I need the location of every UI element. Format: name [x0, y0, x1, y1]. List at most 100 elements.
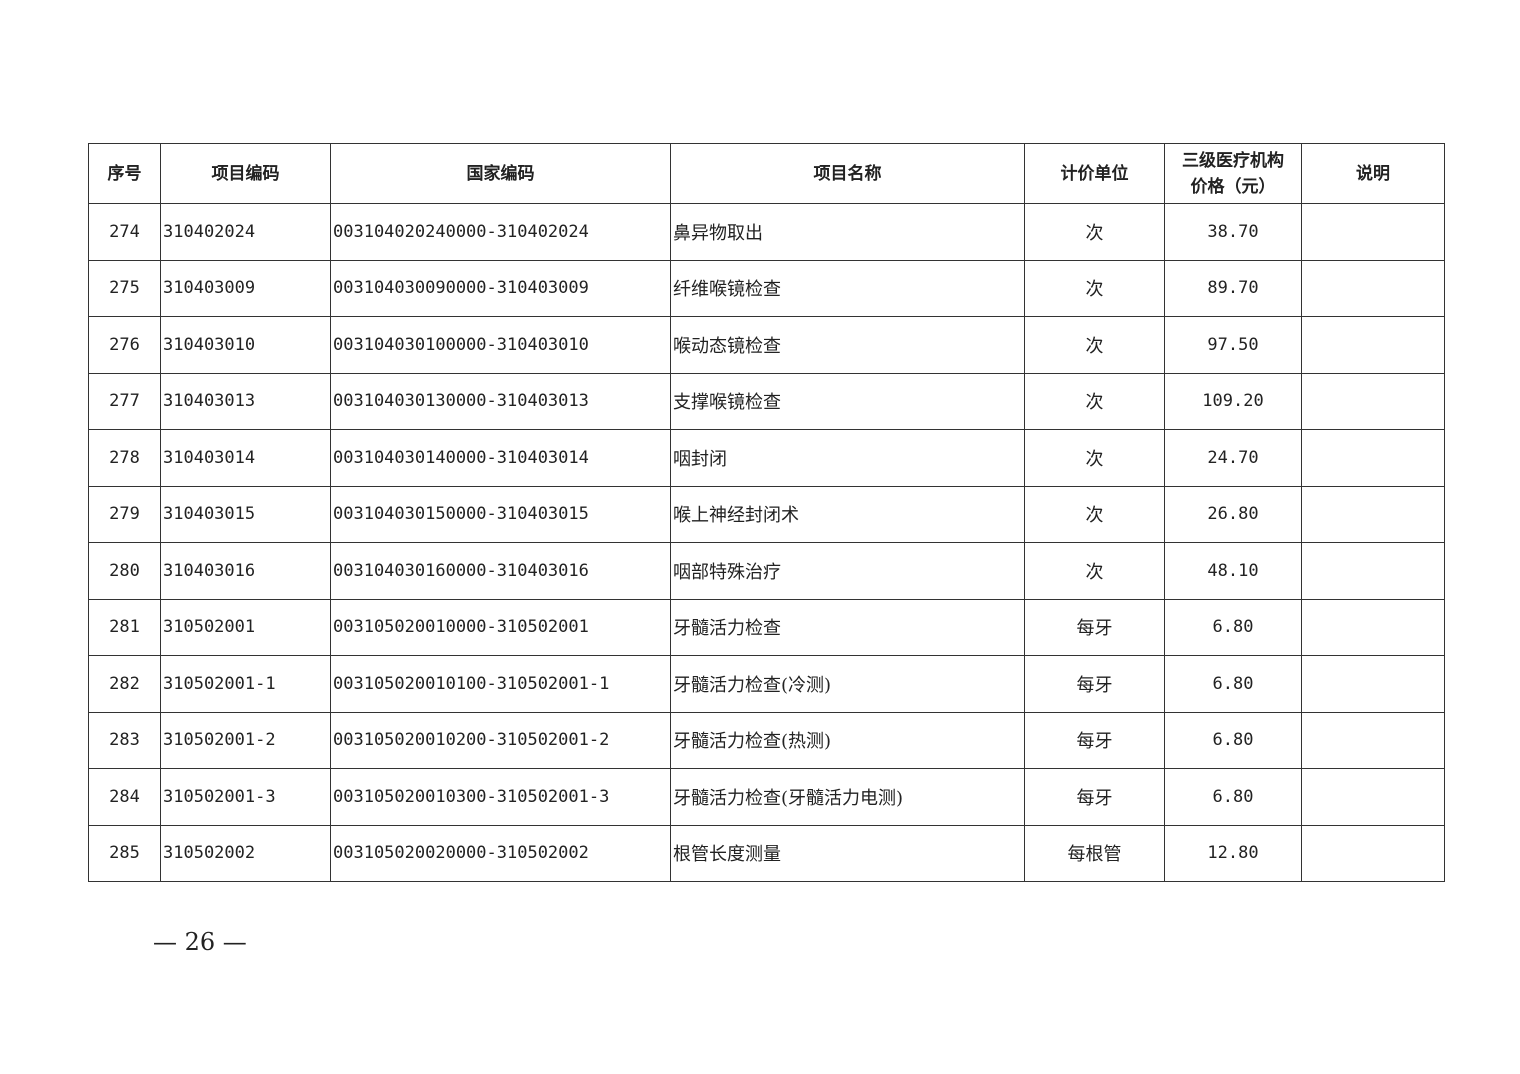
cell-index: 274: [88, 203, 161, 261]
cell-index: 284: [88, 768, 161, 826]
cell-index: 285: [88, 824, 161, 882]
cell-item-code: 310403013: [160, 372, 331, 430]
cell-national-code: 003105020010100-310502001-1: [330, 655, 671, 713]
table-row: 278 310403014 003104030140000-310403014 咽封闭…: [88, 429, 1445, 487]
cell-notes: [1301, 824, 1445, 882]
table-row: 283 310502001-2 003105020010200-310502001-…: [88, 711, 1445, 769]
header-price-line2: 价格（元）: [1190, 176, 1276, 197]
cell-national-code: 003104030150000-310403015: [330, 485, 671, 543]
cell-unit: 每牙: [1024, 711, 1165, 769]
cell-unit: 每牙: [1024, 598, 1165, 656]
cell-unit: 每牙: [1024, 768, 1165, 826]
cell-item-code: 310502001-2: [160, 711, 331, 769]
cell-item-code: 310502002: [160, 824, 331, 882]
cell-notes: [1301, 259, 1445, 317]
cell-notes: [1301, 711, 1445, 769]
cell-item-code: 310402024: [160, 203, 331, 261]
cell-unit: 次: [1024, 542, 1165, 600]
cell-national-code: 003104030130000-310403013: [330, 372, 671, 430]
header-unit: 计价单位: [1024, 143, 1165, 204]
cell-price: 6.80: [1164, 711, 1302, 769]
cell-item-code: 310502001-3: [160, 768, 331, 826]
table-row: 285 310502002 003105020020000-310502002 根管长…: [88, 824, 1445, 882]
header-item-name: 项目名称: [670, 143, 1025, 204]
header-notes: 说明: [1301, 143, 1445, 204]
header-price: 三级医疗机构 价格（元）: [1164, 143, 1302, 204]
header-item-code: 项目编码: [160, 143, 331, 204]
cell-national-code: 003105020010000-310502001: [330, 598, 671, 656]
table-row: 284 310502001-3 003105020010300-310502001-…: [88, 768, 1445, 826]
cell-unit: 次: [1024, 372, 1165, 430]
cell-notes: [1301, 203, 1445, 261]
cell-index: 281: [88, 598, 161, 656]
table-row: 276 310403010 003104030100000-310403010 喉动态…: [88, 316, 1445, 374]
cell-item-name: 喉上神经封闭术: [670, 485, 1025, 543]
cell-item-code: 310403015: [160, 485, 331, 543]
page-number: — 26 —: [153, 928, 247, 956]
cell-national-code: 003105020010300-310502001-3: [330, 768, 671, 826]
cell-national-code: 003104020240000-310402024: [330, 203, 671, 261]
cell-national-code: 003104030160000-310403016: [330, 542, 671, 600]
cell-notes: [1301, 316, 1445, 374]
cell-index: 279: [88, 485, 161, 543]
cell-item-name: 牙髓活力检查(冷测): [670, 655, 1025, 713]
table-row: 281 310502001 003105020010000-310502001 牙髓活…: [88, 598, 1445, 656]
cell-index: 278: [88, 429, 161, 487]
table-row: 275 310403009 003104030090000-310403009 纤维喉…: [88, 259, 1445, 317]
cell-item-code: 310403009: [160, 259, 331, 317]
cell-price: 38.70: [1164, 203, 1302, 261]
cell-notes: [1301, 655, 1445, 713]
cell-unit: 每根管: [1024, 824, 1165, 882]
cell-item-name: 牙髓活力检查(牙髓活力电测): [670, 768, 1025, 826]
cell-national-code: 003105020020000-310502002: [330, 824, 671, 882]
table-row: 279 310403015 003104030150000-310403015 喉上神…: [88, 485, 1445, 543]
cell-unit: 次: [1024, 429, 1165, 487]
cell-price: 24.70: [1164, 429, 1302, 487]
cell-unit: 次: [1024, 259, 1165, 317]
cell-item-name: 鼻异物取出: [670, 203, 1025, 261]
price-table: 序号 项目编码 国家编码 项目名称 计价单位 三级医疗机构 价格（元） 说明 27…: [88, 143, 1445, 882]
cell-national-code: 003104030100000-310403010: [330, 316, 671, 374]
cell-national-code: 003104030140000-310403014: [330, 429, 671, 487]
cell-item-name: 根管长度测量: [670, 824, 1025, 882]
table-row: 280 310403016 003104030160000-310403016 咽部特…: [88, 542, 1445, 600]
cell-price: 89.70: [1164, 259, 1302, 317]
cell-unit: 次: [1024, 316, 1165, 374]
cell-unit: 次: [1024, 203, 1165, 261]
cell-item-name: 牙髓活力检查: [670, 598, 1025, 656]
cell-item-name: 咽封闭: [670, 429, 1025, 487]
cell-unit: 每牙: [1024, 655, 1165, 713]
header-national-code: 国家编码: [330, 143, 671, 204]
cell-index: 276: [88, 316, 161, 374]
cell-item-code: 310502001-1: [160, 655, 331, 713]
cell-notes: [1301, 372, 1445, 430]
cell-index: 277: [88, 372, 161, 430]
table-row: 282 310502001-1 003105020010100-310502001-…: [88, 655, 1445, 713]
header-index: 序号: [88, 143, 161, 204]
cell-price: 26.80: [1164, 485, 1302, 543]
cell-price: 12.80: [1164, 824, 1302, 882]
cell-price: 48.10: [1164, 542, 1302, 600]
cell-price: 109.20: [1164, 372, 1302, 430]
table-row: 274 310402024 003104020240000-310402024 鼻异物…: [88, 203, 1445, 261]
cell-index: 283: [88, 711, 161, 769]
cell-item-name: 支撑喉镜检查: [670, 372, 1025, 430]
cell-national-code: 003105020010200-310502001-2: [330, 711, 671, 769]
cell-item-name: 咽部特殊治疗: [670, 542, 1025, 600]
cell-item-code: 310403014: [160, 429, 331, 487]
table-row: 277 310403013 003104030130000-310403013 支撑喉…: [88, 372, 1445, 430]
cell-index: 280: [88, 542, 161, 600]
cell-item-code: 310403010: [160, 316, 331, 374]
cell-price: 6.80: [1164, 655, 1302, 713]
cell-national-code: 003104030090000-310403009: [330, 259, 671, 317]
cell-index: 282: [88, 655, 161, 713]
cell-item-code: 310502001: [160, 598, 331, 656]
table-header-row: 序号 项目编码 国家编码 项目名称 计价单位 三级医疗机构 价格（元） 说明: [88, 143, 1445, 204]
cell-notes: [1301, 542, 1445, 600]
cell-index: 275: [88, 259, 161, 317]
cell-notes: [1301, 598, 1445, 656]
cell-notes: [1301, 485, 1445, 543]
cell-price: 97.50: [1164, 316, 1302, 374]
cell-item-name: 喉动态镜检查: [670, 316, 1025, 374]
cell-notes: [1301, 429, 1445, 487]
